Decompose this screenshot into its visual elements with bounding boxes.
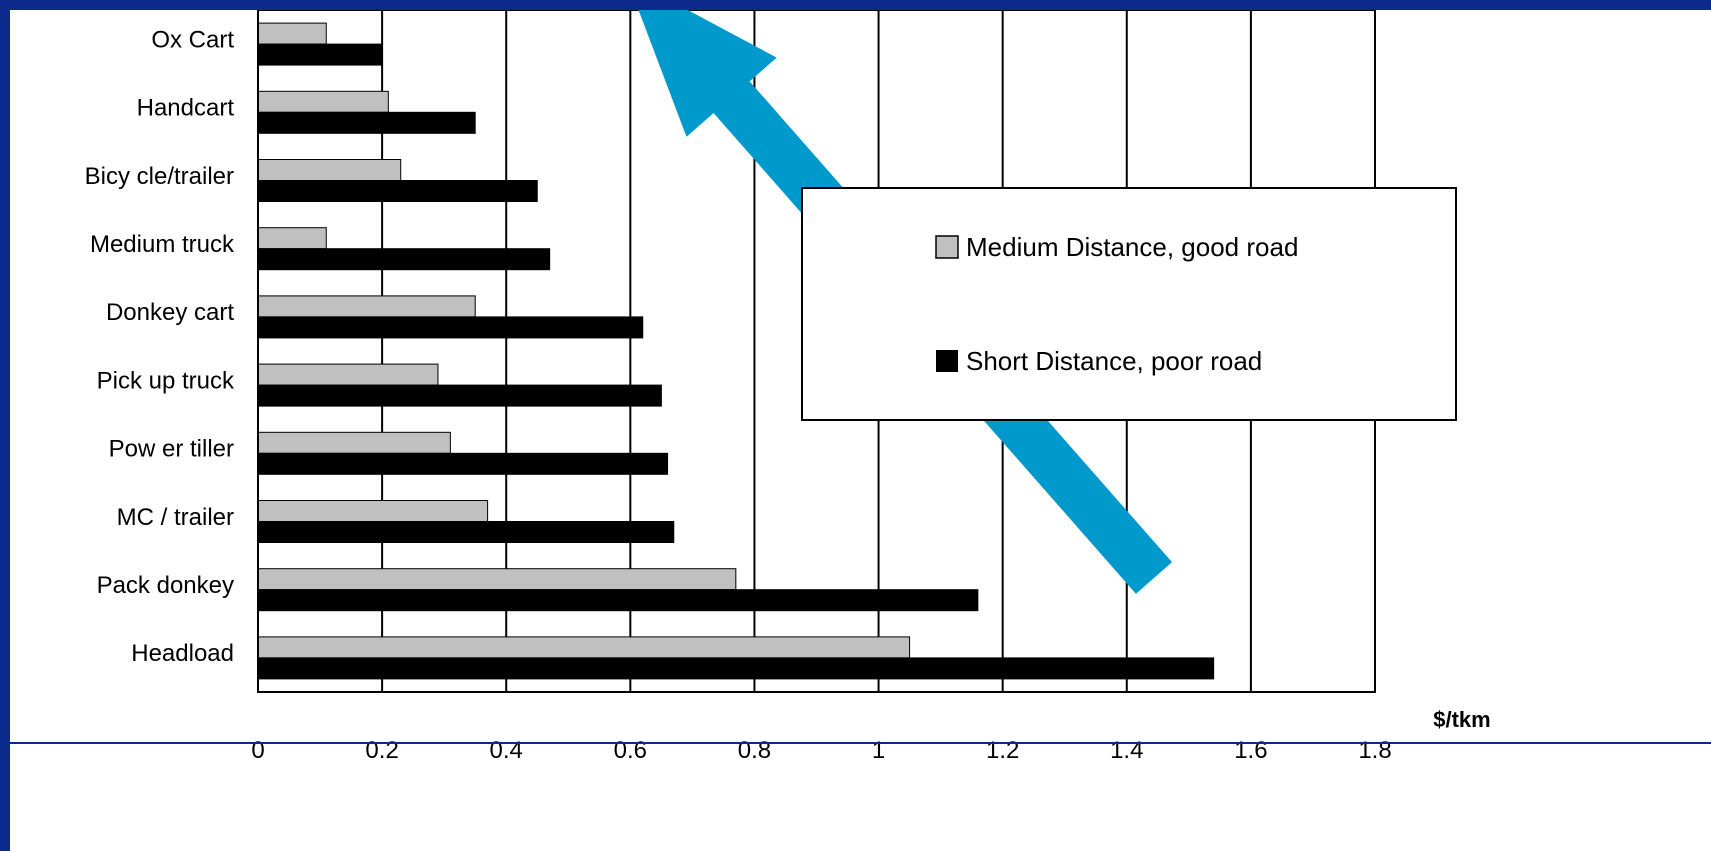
category-label: Bicy cle/trailer xyxy=(85,163,234,190)
bar-short-distance xyxy=(257,384,662,407)
legend-swatch-medium xyxy=(935,235,959,259)
bar-short-distance xyxy=(257,111,476,134)
category-label: Pick up truck xyxy=(97,367,235,394)
bar-medium-distance xyxy=(257,90,389,113)
bar-medium-distance xyxy=(257,568,737,591)
bar-medium-distance xyxy=(257,500,489,522)
bar-medium-distance xyxy=(257,159,402,181)
bar-medium-distance xyxy=(257,227,327,250)
x-tick-label: 0.8 xyxy=(738,737,771,764)
x-tick-label: 0 xyxy=(251,737,264,764)
bars xyxy=(257,22,1215,680)
bar-medium-distance xyxy=(257,431,451,454)
chart: Ox Cart Handcart Bicy cle/trailer Medium tr… xyxy=(10,10,1711,764)
x-tick-label: 0.4 xyxy=(490,737,523,764)
legend-box xyxy=(801,187,1457,421)
bar-short-distance xyxy=(257,248,551,271)
legend-swatch-short xyxy=(936,350,958,372)
bar-short-distance xyxy=(257,521,675,543)
bar-short-distance xyxy=(257,43,383,66)
x-tick-label: 1.4 xyxy=(1110,737,1143,764)
category-labels: Ox Cart Handcart Bicy cle/trailer Medium tr… xyxy=(85,26,235,667)
bar-short-distance xyxy=(257,452,669,475)
tick-labels: 0 0.2 0.4 0.6 0.8 1 1.2 1.4 1.6 1.8 xyxy=(251,737,1391,764)
x-tick-label: 1.8 xyxy=(1358,737,1391,764)
category-label: Medium truck xyxy=(90,231,235,258)
bar-medium-distance xyxy=(257,636,911,659)
category-label: Pow er tiller xyxy=(109,436,234,463)
category-label: MC / trailer xyxy=(117,504,234,531)
bar-medium-distance xyxy=(257,295,476,318)
legend-label-short: Short Distance, poor road xyxy=(966,346,1262,376)
bar-short-distance xyxy=(257,657,1215,680)
legend: Medium Distance, good road Short Distanc… xyxy=(801,187,1457,421)
bar-short-distance xyxy=(257,316,644,339)
bar-medium-distance xyxy=(257,363,439,386)
bar-short-distance xyxy=(257,589,979,612)
category-label: Headload xyxy=(131,640,234,667)
x-tick-label: 1 xyxy=(872,737,885,764)
x-tick-label: 1.2 xyxy=(986,737,1019,764)
x-tick-label: 0.2 xyxy=(365,737,398,764)
slide: Ox Cart Handcart Bicy cle/trailer Medium tr… xyxy=(10,10,1711,851)
category-label: Handcart xyxy=(137,95,235,122)
bar-short-distance xyxy=(257,180,538,202)
category-label: Ox Cart xyxy=(151,26,234,53)
x-tick-label: 1.6 xyxy=(1234,737,1267,764)
legend-label-medium: Medium Distance, good road xyxy=(966,232,1298,262)
category-label: Pack donkey xyxy=(97,572,234,599)
x-tick-label: 0.6 xyxy=(614,737,647,764)
category-label: Donkey cart xyxy=(106,299,234,326)
x-axis-unit-label: $/tkm xyxy=(1433,707,1490,732)
bar-medium-distance xyxy=(257,22,327,45)
